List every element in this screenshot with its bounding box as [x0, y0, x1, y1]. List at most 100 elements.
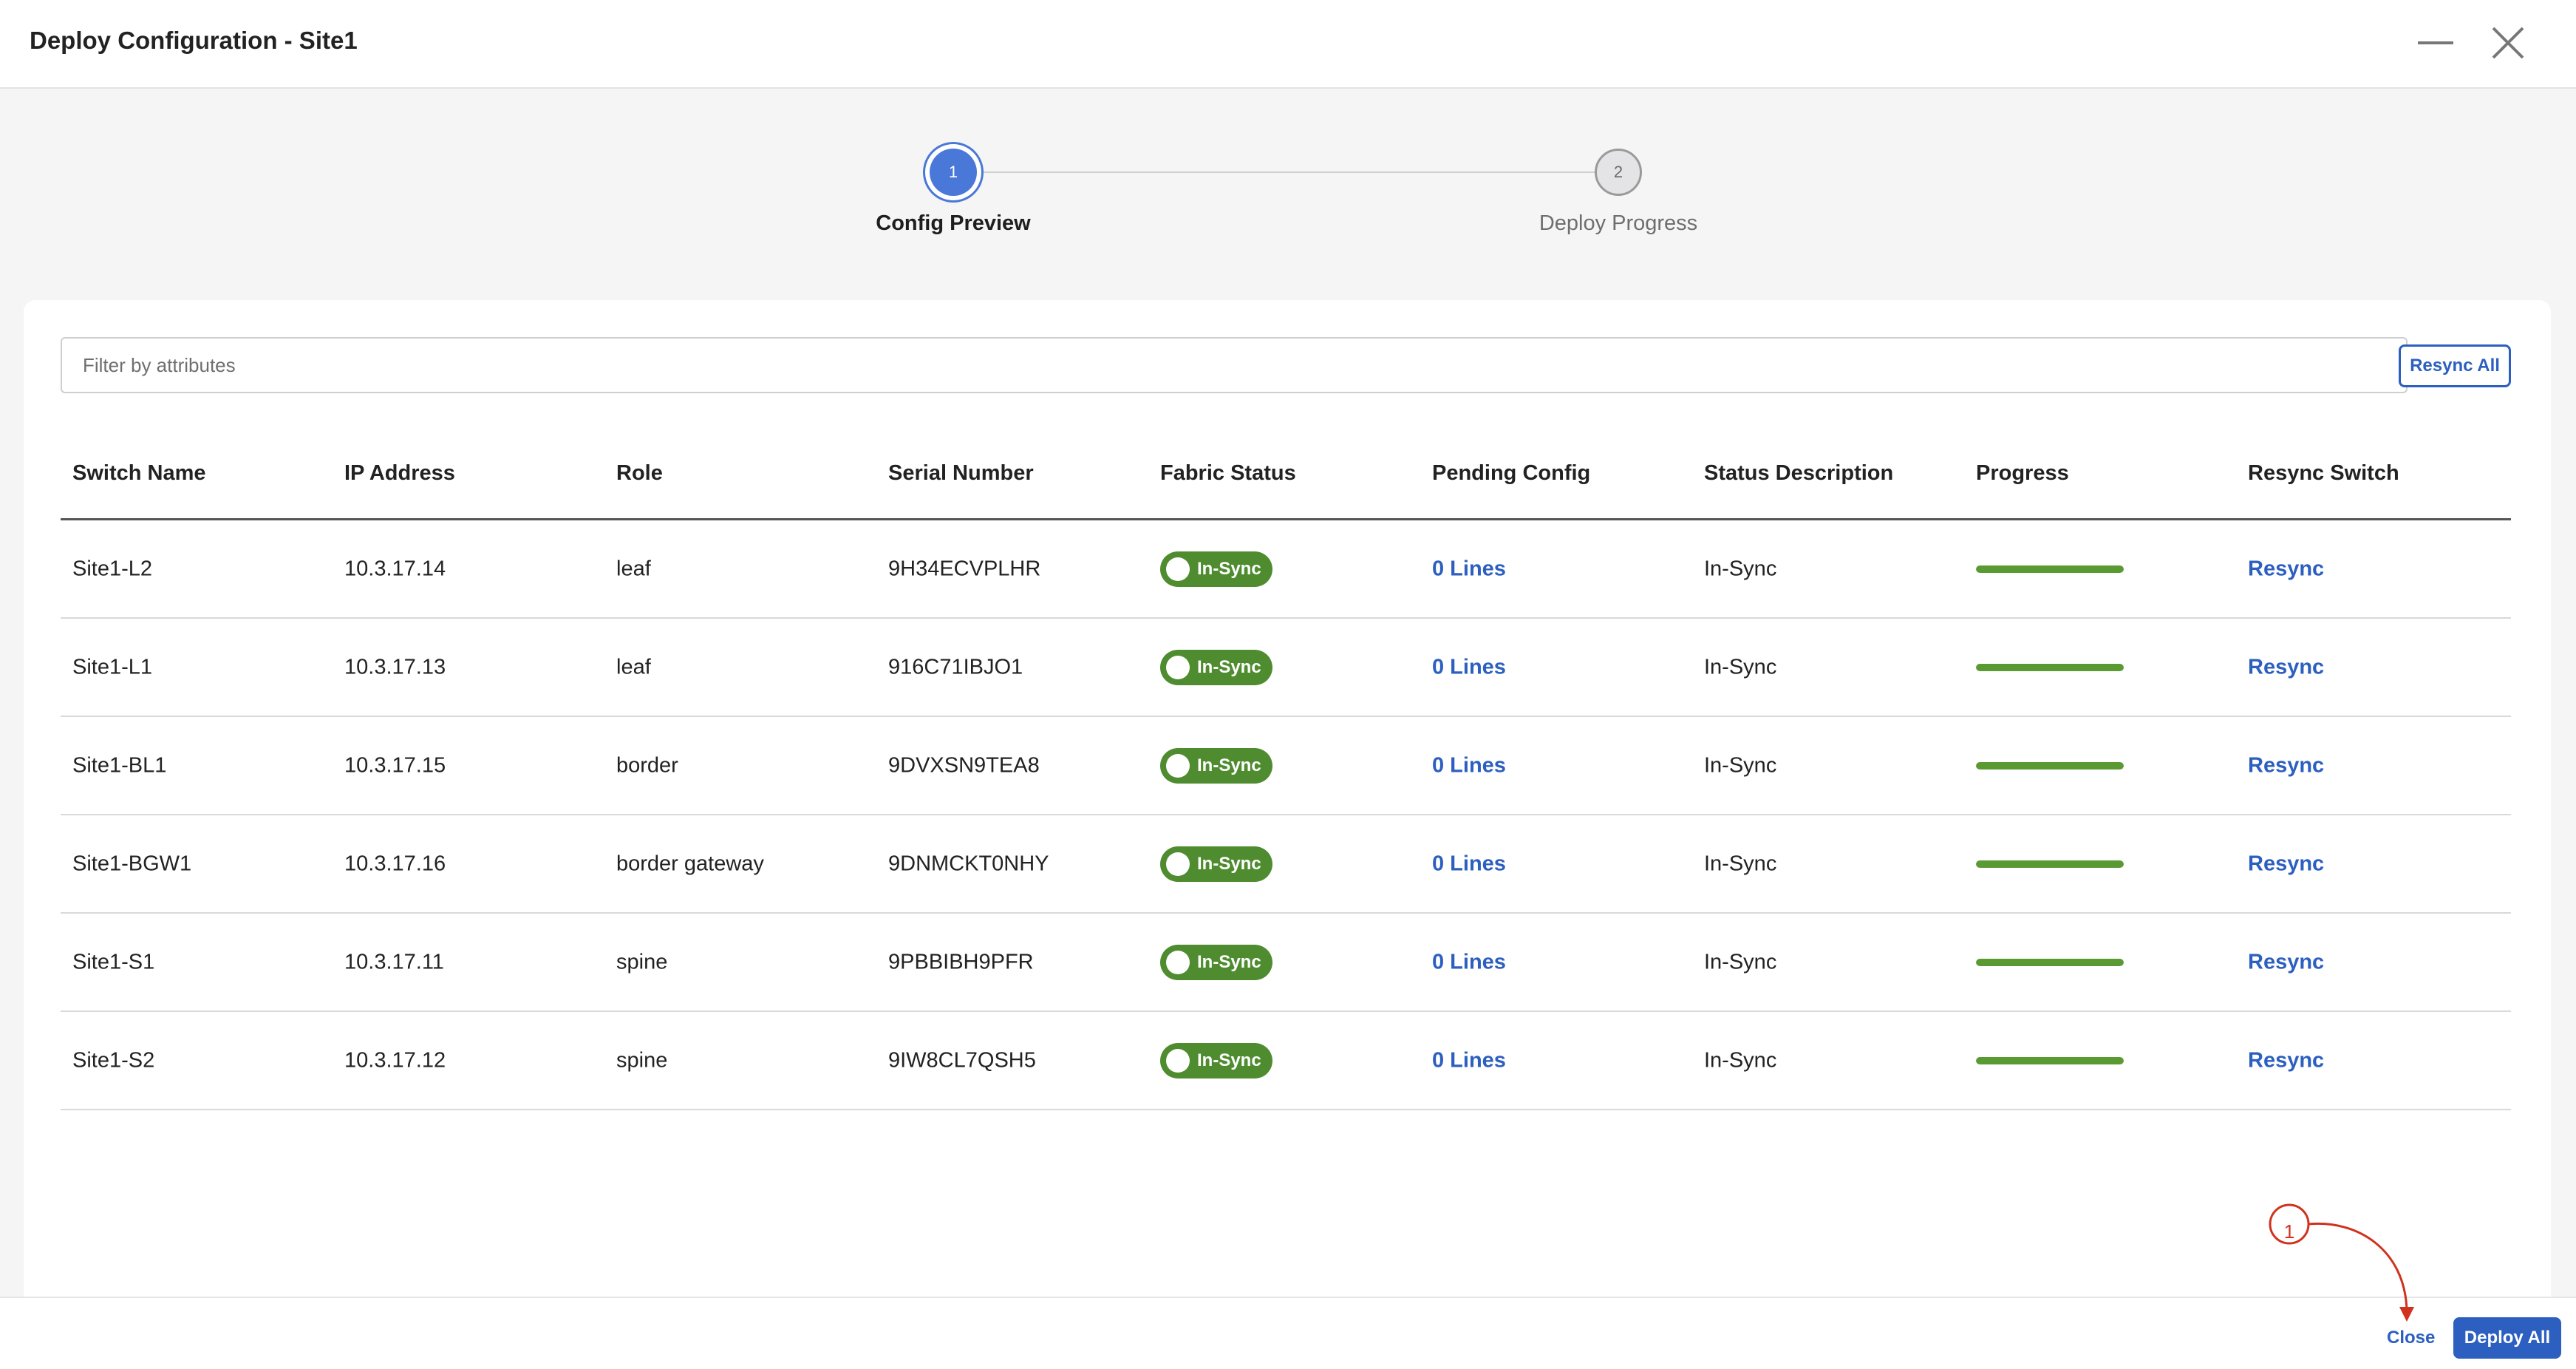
step-2-label: Deploy Progress	[1539, 211, 1698, 235]
fabric-status-badge: In-Sync	[1160, 1042, 1272, 1078]
pending-config-link[interactable]: 0 Lines	[1432, 753, 1506, 777]
step-1-indicator: 1	[930, 149, 977, 196]
column-header-resync-switch[interactable]: Resync Switch	[2248, 461, 2399, 485]
role: border gateway	[616, 852, 764, 875]
column-header-status-description[interactable]: Status Description	[1704, 461, 1894, 485]
role: leaf	[616, 655, 651, 679]
progress-bar	[1976, 565, 2124, 573]
switch-name: Site1-BGW1	[72, 852, 192, 875]
resync-all-button[interactable]: Resync All	[2399, 344, 2511, 387]
table-row: Site1-L1 10.3.17.13 leaf 916C71IBJO1 In-…	[61, 619, 2511, 717]
resync-link[interactable]: Resync	[2248, 655, 2325, 679]
serial-number: 9IW8CL7QSH5	[888, 1048, 1036, 1072]
column-header-progress[interactable]: Progress	[1976, 461, 2069, 485]
close-button[interactable]: Close	[2387, 1328, 2436, 1348]
fabric-status-badge: In-Sync	[1160, 551, 1272, 587]
switch-name: Site1-BL1	[72, 753, 167, 777]
ip-address: 10.3.17.11	[344, 950, 444, 974]
progress-fill	[1976, 565, 2124, 573]
serial-number: 9PBBIBH9PFR	[888, 950, 1034, 974]
resync-link[interactable]: Resync	[2248, 950, 2325, 974]
table-row: Site1-BGW1 10.3.17.16 border gateway 9DN…	[61, 815, 2511, 914]
step-2-indicator: 2	[1595, 149, 1642, 196]
serial-number: 9DNMCKT0NHY	[888, 852, 1049, 875]
fabric-status-badge: In-Sync	[1160, 846, 1272, 882]
table-row: Site1-L2 10.3.17.14 leaf 9H34ECVPLHR In-…	[61, 520, 2511, 619]
fabric-status-text: In-Sync	[1197, 853, 1261, 874]
fabric-status-text: In-Sync	[1197, 656, 1261, 677]
toggle-icon	[1166, 1048, 1190, 1073]
role: border	[616, 753, 678, 777]
fabric-status-text: In-Sync	[1197, 558, 1261, 579]
serial-number: 9H34ECVPLHR	[888, 557, 1041, 580]
minimize-icon	[2418, 41, 2453, 44]
column-header-fabric-status[interactable]: Fabric Status	[1160, 461, 1296, 485]
fabric-status-badge: In-Sync	[1160, 649, 1272, 685]
table-header: Switch Name IP Address Role Serial Numbe…	[61, 433, 2511, 520]
progress-bar	[1976, 958, 2124, 966]
status-description: In-Sync	[1704, 655, 1777, 679]
ip-address: 10.3.17.14	[344, 557, 446, 580]
resync-link[interactable]: Resync	[2248, 1048, 2325, 1072]
switch-name: Site1-L1	[72, 655, 153, 679]
serial-number: 916C71IBJO1	[888, 655, 1023, 679]
fabric-status-badge: In-Sync	[1160, 747, 1272, 784]
status-description: In-Sync	[1704, 753, 1777, 777]
step-connector	[975, 171, 1598, 173]
step-1-label: Config Preview	[876, 211, 1031, 235]
close-dialog-button[interactable]	[2484, 19, 2532, 67]
status-description: In-Sync	[1704, 557, 1777, 580]
progress-fill	[1976, 958, 2124, 966]
toggle-icon	[1166, 852, 1190, 876]
status-description: In-Sync	[1704, 950, 1777, 974]
config-preview-card: Resync All Switch Name IP Address Role S…	[24, 300, 2551, 1305]
wizard-stepper: 1 Config Preview 2 Deploy Progress	[0, 140, 2576, 259]
role: spine	[616, 1048, 668, 1072]
dialog-header: Deploy Configuration - Site1	[0, 0, 2576, 89]
ip-address: 10.3.17.12	[344, 1048, 446, 1072]
annotation-number: 1	[2283, 1220, 2295, 1243]
table-row: Site1-S2 10.3.17.12 spine 9IW8CL7QSH5 In…	[61, 1012, 2511, 1110]
pending-config-link[interactable]: 0 Lines	[1432, 1048, 1506, 1072]
column-header-serial-number[interactable]: Serial Number	[888, 461, 1034, 485]
annotation-callout	[2269, 1203, 2414, 1322]
progress-bar	[1976, 860, 2124, 868]
toggle-icon	[1166, 557, 1190, 581]
pending-config-link[interactable]: 0 Lines	[1432, 655, 1506, 679]
column-header-role[interactable]: Role	[616, 461, 663, 485]
serial-number: 9DVXSN9TEA8	[888, 753, 1040, 777]
table-row: Site1-S1 10.3.17.11 spine 9PBBIBH9PFR In…	[61, 914, 2511, 1012]
deploy-all-button[interactable]: Deploy All	[2453, 1317, 2561, 1359]
resync-link[interactable]: Resync	[2248, 557, 2325, 580]
dialog-footer	[0, 1297, 2576, 1369]
progress-fill	[1976, 860, 2124, 868]
resync-link[interactable]: Resync	[2248, 753, 2325, 777]
progress-fill	[1976, 663, 2124, 671]
pending-config-link[interactable]: 0 Lines	[1432, 852, 1506, 875]
progress-bar	[1976, 1056, 2124, 1064]
switch-name: Site1-S2	[72, 1048, 155, 1072]
fabric-status-text: In-Sync	[1197, 1050, 1261, 1070]
dialog-title: Deploy Configuration - Site1	[30, 27, 358, 54]
status-description: In-Sync	[1704, 1048, 1777, 1072]
progress-bar	[1976, 663, 2124, 671]
fabric-status-badge: In-Sync	[1160, 944, 1272, 980]
toggle-icon	[1166, 753, 1190, 778]
ip-address: 10.3.17.16	[344, 852, 446, 875]
pending-config-link[interactable]: 0 Lines	[1432, 950, 1506, 974]
progress-fill	[1976, 1056, 2124, 1064]
switch-table: Switch Name IP Address Role Serial Numbe…	[61, 433, 2511, 1110]
close-icon	[2492, 27, 2524, 59]
pending-config-link[interactable]: 0 Lines	[1432, 557, 1506, 580]
column-header-pending-config[interactable]: Pending Config	[1432, 461, 1591, 485]
resync-link[interactable]: Resync	[2248, 852, 2325, 875]
switch-name: Site1-S1	[72, 950, 155, 974]
ip-address: 10.3.17.13	[344, 655, 446, 679]
role: spine	[616, 950, 668, 974]
column-header-switch-name[interactable]: Switch Name	[72, 461, 206, 485]
progress-fill	[1976, 761, 2124, 770]
role: leaf	[616, 557, 651, 580]
column-header-ip-address[interactable]: IP Address	[344, 461, 455, 485]
minimize-button[interactable]	[2412, 19, 2459, 67]
filter-input[interactable]	[61, 337, 2408, 393]
